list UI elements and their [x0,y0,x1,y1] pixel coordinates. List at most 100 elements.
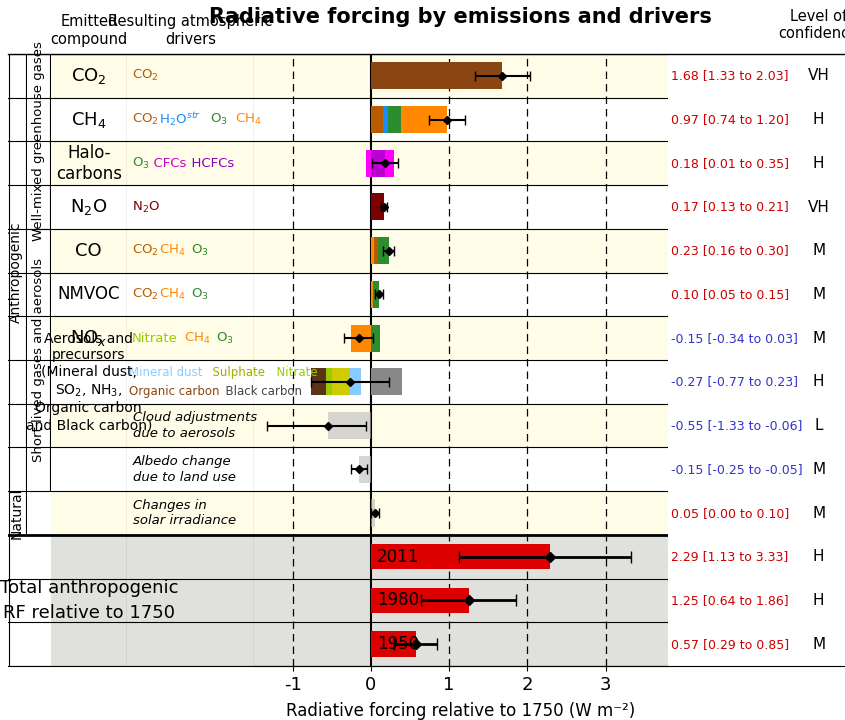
Text: -0.55 [-1.33 to -0.06]: -0.55 [-1.33 to -0.06] [670,419,801,432]
Text: CO$_2$: CO$_2$ [132,68,159,84]
Bar [127,622,254,666]
Bar [373,237,378,264]
Bar [254,273,668,316]
Text: CO$_2$: CO$_2$ [132,287,159,302]
Bar [51,579,127,622]
Text: L: L [814,418,822,433]
Text: O$_3$: O$_3$ [132,156,150,171]
Bar [51,273,127,316]
Text: M: M [811,330,825,346]
Text: 2011: 2011 [377,548,419,566]
Text: N$_2$O: N$_2$O [132,199,160,215]
Bar [371,237,373,264]
Text: Level of
confidence: Level of confidence [778,9,845,41]
Bar [351,325,371,351]
Text: M: M [811,243,825,258]
Bar [366,150,394,177]
Text: Emitted
compound: Emitted compound [50,14,128,47]
Bar [254,579,668,622]
Text: Total anthropogenic
RF relative to 1750: Total anthropogenic RF relative to 1750 [0,579,178,622]
Text: CH$_4$: CH$_4$ [150,243,186,258]
Text: H: H [812,549,824,564]
Text: 0.05 [0.00 to 0.10]: 0.05 [0.00 to 0.10] [670,506,788,520]
Bar [371,106,383,133]
Text: 2.29 [1.13 to 3.33]: 2.29 [1.13 to 3.33] [670,550,788,563]
Bar [127,98,254,141]
Bar [371,194,384,220]
Bar [254,404,668,447]
X-axis label: Radiative forcing relative to 1750 (W m⁻²): Radiative forcing relative to 1750 (W m⁻… [286,702,635,720]
Bar [371,544,549,570]
Text: Nitrate: Nitrate [269,366,317,379]
Text: M: M [811,462,825,477]
Bar [127,185,254,229]
Text: -0.15 [-0.25 to -0.05]: -0.15 [-0.25 to -0.05] [670,463,802,476]
Text: 0.18 [0.01 to 0.35]: 0.18 [0.01 to 0.35] [670,157,788,170]
Text: Natural: Natural [9,487,24,539]
Text: H: H [812,374,824,390]
Bar [254,622,668,666]
Text: H: H [812,112,824,127]
Text: O$_3$: O$_3$ [183,287,209,302]
Text: O$_3$: O$_3$ [208,330,234,346]
Bar [51,447,127,491]
Bar [127,447,254,491]
Text: Organic carbon: Organic carbon [129,385,220,398]
Bar [51,404,127,447]
Text: 1980: 1980 [377,591,419,609]
Text: 1950: 1950 [377,635,419,653]
Bar [371,63,502,89]
Bar [401,106,446,133]
Bar [350,369,361,395]
Text: Resulting atmospheric
drivers: Resulting atmospheric drivers [108,14,272,47]
Bar [371,325,379,351]
Bar [254,360,668,404]
Text: Changes in
solar irradiance: Changes in solar irradiance [133,499,236,527]
Text: Albedo change
due to land use: Albedo change due to land use [133,455,236,484]
Text: NMVOC: NMVOC [57,285,120,303]
Bar [127,579,254,622]
Text: M: M [811,636,825,652]
Bar [359,456,371,483]
Bar [51,185,127,229]
Bar [51,98,127,141]
Text: CH$_4$: CH$_4$ [176,330,211,346]
Text: CH$_4$: CH$_4$ [226,112,262,127]
Text: Anthropogenic: Anthropogenic [9,222,24,323]
Bar [127,535,254,579]
Text: H$_2$O$^{str}$: H$_2$O$^{str}$ [150,111,201,128]
Bar [127,316,254,360]
Bar [127,229,254,273]
Text: 0.57 [0.29 to 0.85]: 0.57 [0.29 to 0.85] [670,638,788,651]
Text: Halo-
carbons: Halo- carbons [56,143,122,183]
Bar [127,404,254,447]
Bar [51,622,127,666]
Bar [51,316,127,360]
Text: 0.97 [0.74 to 1.20]: 0.97 [0.74 to 1.20] [670,113,788,126]
Bar [51,491,127,535]
Bar [254,316,668,360]
Bar [371,369,402,395]
Bar [254,229,668,273]
Bar [51,360,127,404]
Text: HCFCs: HCFCs [183,157,234,170]
Bar [371,631,415,657]
Text: M: M [811,505,825,521]
Bar [371,150,384,177]
Text: Black carbon: Black carbon [218,385,302,398]
Text: -0.27 [-0.77 to 0.23]: -0.27 [-0.77 to 0.23] [670,375,797,388]
Bar [254,491,668,535]
Bar [51,535,127,579]
Text: Well-mixed greenhouse gases: Well-mixed greenhouse gases [32,42,46,241]
Text: -0.15 [-0.34 to 0.03]: -0.15 [-0.34 to 0.03] [670,332,797,345]
Text: M: M [811,287,825,302]
Bar [254,185,668,229]
Text: O$_3$: O$_3$ [183,243,209,258]
Bar [127,54,254,98]
Text: CO$_2$: CO$_2$ [132,112,159,127]
Bar [127,360,254,404]
Text: Aerosols and
precursors
(Mineral dust,
SO$_2$, NH$_3$,
Organic carbon
and Black : Aerosols and precursors (Mineral dust, S… [25,332,152,432]
Text: O$_3$: O$_3$ [201,112,227,127]
Bar [310,369,325,395]
Bar [51,54,127,98]
